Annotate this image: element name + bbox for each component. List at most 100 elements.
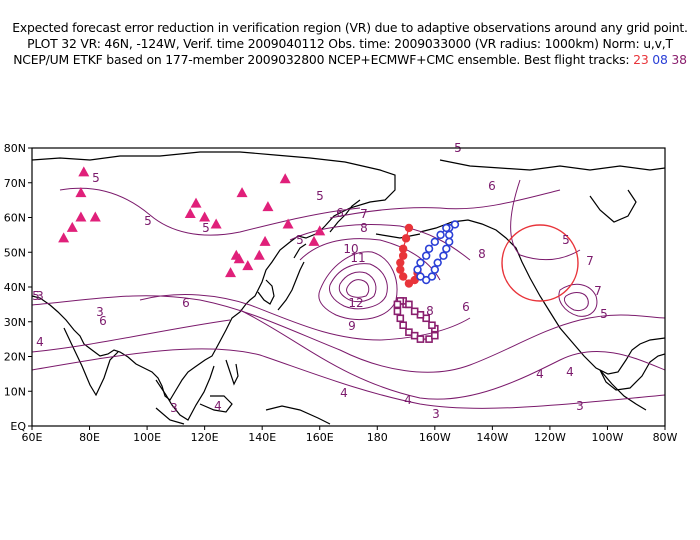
track-point [416,258,425,267]
aleutians [375,233,421,239]
observation-triangle [262,201,274,212]
contour-10 [329,263,388,310]
x-tick-label: 80W [653,431,678,444]
contour-label: 5 [32,289,40,303]
contour-6-east [558,283,598,317]
longitude-axis: 60E 80E 100E 120E 140E 160E 180 160W 140W 120W 100… [22,426,678,444]
coastlines [32,151,665,425]
observation-triangles [58,166,326,278]
track-label-23: 23 [633,52,649,67]
x-tick-label: 140W [476,431,508,444]
contour-label: 6 [462,300,470,314]
track-point [393,307,402,316]
observation-triangle [253,249,265,260]
contour-label: 6 [99,314,107,328]
track-point [442,244,451,253]
observation-triangle [308,235,320,246]
verification-region-circle [501,224,579,302]
track-point [410,307,419,316]
observation-triangle [259,235,271,246]
contour-12 [346,279,370,298]
track-label-38: 38 [671,52,687,67]
contour-label: 4 [36,335,44,349]
observation-triangle [58,232,70,243]
x-tick-label: 180 [367,431,388,444]
contour-5-east [510,179,581,261]
contour-label: 7 [586,254,594,268]
observation-triangle [225,267,237,278]
contour-8 [299,238,441,281]
plot-title-line-1: Expected forecast error reduction in ver… [12,20,688,35]
alaska-coast [419,219,665,375]
contour-label: 5 [562,233,570,247]
x-tick-label: 60E [22,431,43,444]
contour-label: 5 [296,233,304,247]
contour-5-north [59,187,361,236]
contour-label: 3 [432,407,440,421]
korea-coast [257,279,275,305]
observation-triangle [78,166,90,177]
contour-label: 8 [360,221,368,235]
contour-6-band [139,294,471,341]
flight-track-23 [396,223,422,288]
observation-triangle [66,221,78,232]
track-point [405,300,413,309]
central-america [599,369,647,411]
observation-triangle [75,211,87,222]
track-point [396,314,405,323]
contour-label: 8 [478,247,486,261]
observation-triangle [199,211,211,222]
track-point [442,223,451,233]
observation-triangle [314,225,326,236]
philippines [225,359,239,386]
track-point [445,230,454,240]
contour-label: 3 [36,289,44,303]
contour-6-north [329,189,561,219]
contour-label: 9 [348,319,356,333]
kamchatka-coast [329,199,361,233]
contour-label: 6 [336,206,344,220]
contour-label: 5 [202,221,210,235]
contour-label: 4 [566,365,574,379]
y-tick-label: 40N [4,281,26,294]
contour-label: 12 [348,296,363,310]
observation-triangle [210,218,222,229]
y-tick-label: 70N [4,177,26,190]
y-tick-label: EQ [10,420,26,433]
contour-label: 5 [92,171,100,185]
x-tick-label: 80E [79,431,100,444]
contour-label: 4 [404,393,412,407]
track-point [396,258,405,267]
observation-triangle [190,197,202,208]
observation-triangle [75,187,87,198]
borneo-sumatra [155,395,233,425]
flight-track-38 [393,297,439,343]
contour-label: 8 [426,304,434,318]
track-point [393,300,402,309]
plot-title-line-3: NCEP/UM ETKF based on 177-member 2009032… [0,53,700,67]
track-point [430,237,440,247]
track-point [445,237,454,247]
gulf-of-mexico [599,353,665,391]
contour-4-west [32,319,231,353]
hudson-bay [589,189,637,223]
plot-title-line-2: PLOT 32 VR: 46N, -124W, Verif. time 2009… [27,36,673,51]
observation-triangle [282,218,294,229]
track-point [439,251,448,260]
y-tick-label: 20N [4,351,26,364]
observation-triangle [89,211,101,222]
y-tick-label: 10N [4,385,26,398]
contour-label: 6 [488,179,496,193]
contour-label: 4 [214,399,222,413]
track-point [413,265,422,274]
observation-triangle [184,208,196,219]
track-point [424,244,434,253]
track-point [428,321,436,330]
x-tick-label: 120W [534,431,566,444]
x-tick-label: 140E [248,431,276,444]
x-tick-label: 100E [133,431,161,444]
contour-label: 11 [350,251,365,265]
observation-triangle [279,173,291,184]
